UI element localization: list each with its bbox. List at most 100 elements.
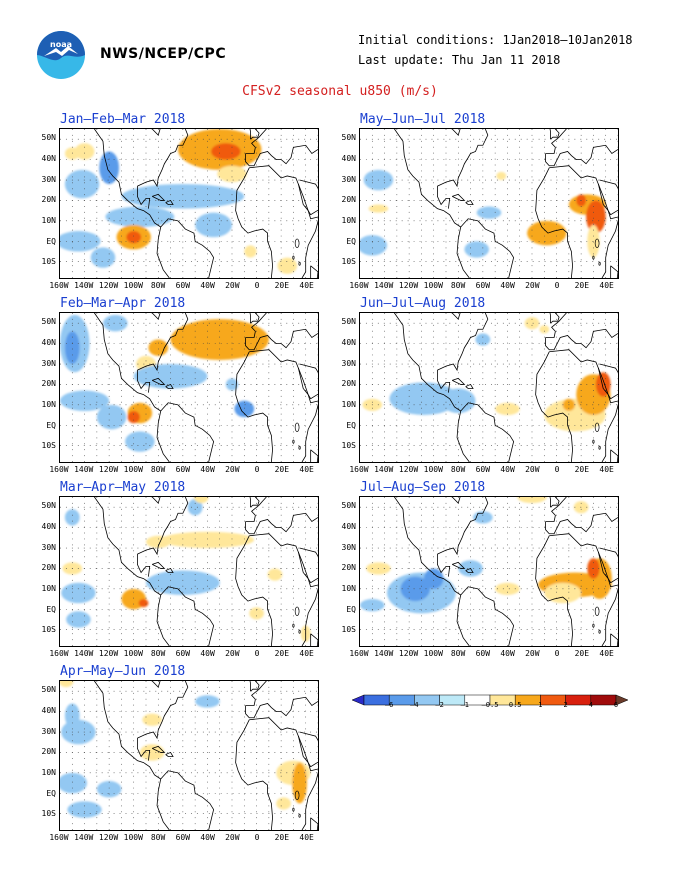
x-tick-label: 140W [74,649,94,658]
colorbar-label: 2 [563,701,568,709]
y-tick-label: 50N [41,685,56,695]
colorbar-arrow-high [615,694,629,706]
y-tick-label: EQ [346,420,356,430]
x-tick-label: 140W [74,833,94,842]
x-tick-label: 60W [475,649,491,658]
x-tick-label: 80W [150,649,166,658]
x-tick-label: 40E [599,281,614,290]
y-tick-label: 30N [341,542,356,552]
x-tick-label: 80W [150,833,166,842]
x-tick-label: 40W [500,281,515,290]
y-tick-label: 10N [41,768,56,778]
panel-title: May–Jun–Jul 2018 [360,112,486,127]
x-tick-label: 20E [574,649,590,658]
x-tick-label: 60W [175,649,191,658]
x-tick-label: 140W [74,281,94,290]
x-tick-label: 80W [450,465,466,474]
panel-title: Feb–Mar–Apr 2018 [60,296,186,311]
y-tick-label: EQ [46,788,56,798]
colorbar-scale [351,694,629,706]
y-tick-label: 10N [341,216,356,226]
y-tick-label: 40N [341,154,356,164]
y-tick-label: 40N [41,522,56,532]
y-tick-label: 10N [41,216,56,226]
y-tick-label: 10S [41,625,56,635]
x-tick-label: 160W [349,281,369,290]
x-tick-label: 100W [423,649,443,658]
y-tick-label: 10N [41,400,56,410]
y-tick-label: 30N [41,358,56,368]
colorbar-label: 0.5 [508,701,522,709]
y-tick-label: 40N [341,338,356,348]
y-tick-label: 30N [341,358,356,368]
y-tick-label: 10N [41,584,56,594]
map-panel [59,128,319,279]
x-tick-label: 60W [475,281,491,290]
y-tick-label: 20N [341,379,356,389]
x-tick-label: 0 [254,281,260,290]
y-tick-label: 20N [41,379,56,389]
x-tick-label: 20W [225,465,240,474]
x-tick-label: 20E [574,281,590,290]
x-tick-label: 0 [254,649,260,658]
colorbar: –6 –4 –2 –1 –0.5 0.5 1 2 4 6 [351,691,629,709]
x-tick-label: 120W [398,465,419,474]
x-tick-label: 160W [349,465,369,474]
x-tick-label: 160W [49,833,69,842]
panel-title: Apr–May–Jun 2018 [60,664,186,679]
y-tick-label: 40N [41,338,56,348]
initial-conditions: Initial conditions: 1Jan2018–10Jan2018 [358,33,633,47]
x-tick-label: 20E [274,465,290,474]
x-tick-label: 20W [225,833,240,842]
x-tick-label: 100W [123,465,143,474]
x-tick-label: 100W [123,649,143,658]
x-tick-label: 40W [500,465,515,474]
x-tick-label: 20W [225,649,240,658]
y-tick-label: 10S [341,625,356,635]
colorbar-label: –0.5 [481,701,499,709]
x-tick-label: 140W [374,649,394,658]
x-tick-label: 20W [525,465,540,474]
y-tick-label: 50N [41,317,56,327]
y-tick-label: EQ [46,236,56,246]
x-tick-label: 80W [450,649,466,658]
y-tick-label: 40N [41,706,56,716]
x-tick-label: 120W [98,833,119,842]
x-tick-label: 40W [200,465,215,474]
x-tick-label: 40E [299,649,314,658]
x-tick-label: 20E [274,281,290,290]
colorbar-label: –4 [410,701,419,709]
x-tick-label: 100W [123,833,143,842]
y-tick-label: 20N [341,195,356,205]
x-tick-label: 140W [374,281,394,290]
map-panel [359,312,619,463]
x-tick-label: 20E [574,465,590,474]
x-tick-label: 60W [475,465,491,474]
x-tick-label: 40W [500,649,515,658]
y-tick-label: EQ [46,420,56,430]
y-tick-label: 30N [341,174,356,184]
x-tick-label: 0 [254,833,260,842]
x-tick-label: 40E [299,833,314,842]
y-tick-label: 50N [341,501,356,511]
panel-title: Jul–Aug–Sep 2018 [360,480,486,495]
y-tick-label: 10N [341,400,356,410]
y-tick-label: EQ [346,236,356,246]
organization-name: NWS/NCEP/CPC [100,46,227,62]
map-panel [59,680,319,831]
x-tick-label: 60W [175,465,191,474]
x-tick-label: 60W [175,281,191,290]
map-panel [59,496,319,647]
x-tick-label: 20W [225,281,240,290]
x-tick-label: 120W [98,281,119,290]
x-tick-label: 80W [150,281,166,290]
y-tick-label: 20N [41,747,56,757]
x-tick-label: 40W [200,649,215,658]
y-tick-label: 20N [41,563,56,573]
y-tick-label: 30N [41,726,56,736]
colorbar-label: 1 [538,701,543,709]
x-tick-label: 140W [374,465,394,474]
x-tick-label: 40E [299,281,314,290]
noaa-logo-icon: noaa [36,30,86,80]
x-tick-label: 40E [599,649,614,658]
